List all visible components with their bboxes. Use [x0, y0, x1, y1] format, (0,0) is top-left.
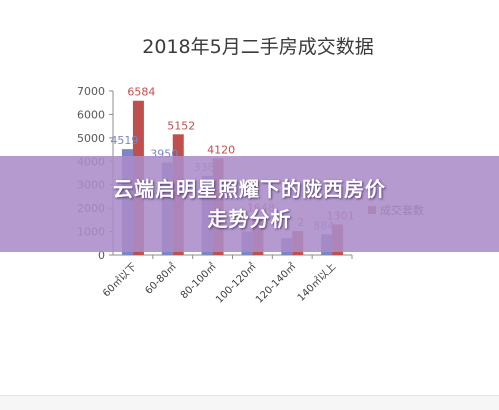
x-tick-label: 140㎡以上 [295, 261, 338, 304]
y-tick-label: 7000 [77, 85, 105, 98]
x-tick-label: 100-120㎡ [213, 261, 258, 306]
y-tick-label: 0 [98, 249, 105, 262]
x-tick-label: 60-80㎡ [143, 261, 179, 297]
chart-title: 2018年5月二手房成交数据 [142, 36, 373, 58]
headline-line-2: 走势分析 [207, 207, 292, 231]
headline-line-1: 云端启明星照耀下的陇西房价 [113, 177, 386, 201]
data-label: 6584 [127, 86, 155, 99]
y-tick-label: 6000 [77, 108, 105, 121]
x-tick-label: 80-100㎡ [178, 261, 219, 302]
data-label: 4120 [207, 143, 235, 156]
x-tick-label: 120-140㎡ [253, 261, 298, 306]
data-label: 5152 [167, 119, 195, 132]
x-tick-label: 60㎡以下 [100, 261, 139, 300]
y-tick-label: 5000 [77, 132, 105, 145]
bottom-strip [0, 395, 499, 410]
data-label: 4519 [110, 134, 138, 147]
headline-banner: 云端启明星照耀下的陇西房价 走势分析 [0, 156, 499, 252]
